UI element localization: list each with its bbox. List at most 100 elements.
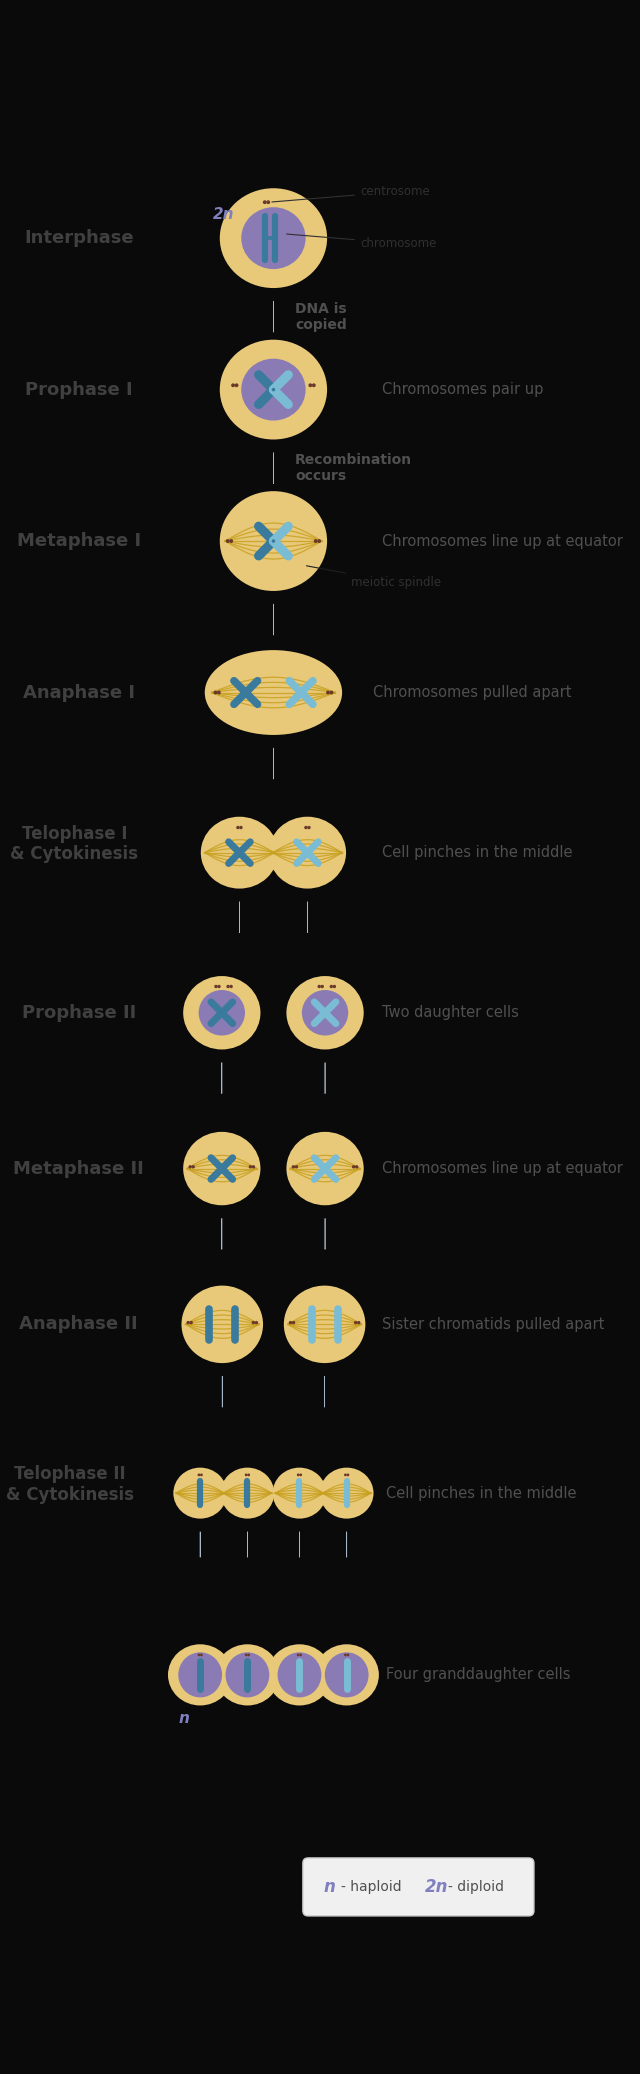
Circle shape [352,1166,355,1168]
Circle shape [344,1653,347,1657]
Ellipse shape [201,817,278,888]
Circle shape [292,1321,295,1325]
Circle shape [252,1166,255,1168]
Circle shape [317,539,321,543]
Circle shape [308,384,312,388]
Text: Chromosomes pulled apart: Chromosomes pulled apart [373,684,572,701]
Text: Cell pinches in the middle: Cell pinches in the middle [381,844,572,861]
Circle shape [252,1321,255,1325]
Text: Chromosomes pair up: Chromosomes pair up [381,382,543,396]
Circle shape [247,1653,250,1657]
Circle shape [198,1473,200,1477]
Ellipse shape [284,1286,365,1363]
Ellipse shape [183,977,260,1049]
Ellipse shape [168,1645,232,1705]
Ellipse shape [198,989,245,1035]
Circle shape [289,1321,292,1325]
Text: 2n: 2n [213,207,234,222]
Text: n: n [324,1877,335,1896]
Circle shape [229,985,233,987]
Circle shape [188,1166,192,1168]
Text: Anaphase I: Anaphase I [22,684,134,701]
Circle shape [186,1321,190,1325]
Ellipse shape [324,1653,369,1697]
Text: Telophase I
& Cytokinesis: Telophase I & Cytokinesis [10,825,138,863]
Circle shape [244,1653,248,1657]
Ellipse shape [268,1645,332,1705]
Circle shape [214,985,218,987]
FancyBboxPatch shape [303,1858,534,1916]
Circle shape [295,1166,298,1168]
Circle shape [271,388,275,392]
Text: Prophase I: Prophase I [25,382,132,398]
Text: Prophase II: Prophase II [22,1004,136,1022]
Circle shape [297,1653,300,1657]
Ellipse shape [302,989,348,1035]
Text: Interphase: Interphase [24,228,134,247]
Circle shape [330,691,333,695]
Ellipse shape [287,977,364,1049]
Circle shape [255,1321,258,1325]
Circle shape [200,1653,203,1657]
Ellipse shape [220,189,327,288]
Ellipse shape [179,1653,222,1697]
Circle shape [304,825,308,830]
Text: - diploid: - diploid [448,1879,504,1894]
Ellipse shape [314,1645,379,1705]
Text: - haploid: - haploid [341,1879,401,1894]
Text: Two daughter cells: Two daughter cells [381,1006,518,1020]
Circle shape [357,1321,360,1325]
Circle shape [355,1166,358,1168]
Circle shape [229,539,233,543]
Circle shape [271,539,275,543]
Ellipse shape [241,207,306,270]
Circle shape [297,1473,300,1477]
Text: Metaphase I: Metaphase I [17,533,141,550]
Circle shape [218,985,221,987]
Circle shape [200,1473,203,1477]
Text: Cell pinches in the middle: Cell pinches in the middle [386,1485,577,1502]
Circle shape [236,825,239,830]
Ellipse shape [220,340,327,440]
Circle shape [321,985,324,987]
Circle shape [326,691,330,695]
Ellipse shape [205,649,342,734]
Circle shape [191,1166,195,1168]
Circle shape [346,1653,349,1657]
Circle shape [227,985,230,987]
Circle shape [235,384,239,388]
Text: Telophase II
& Cytokinesis: Telophase II & Cytokinesis [6,1464,134,1504]
Circle shape [247,1473,250,1477]
Circle shape [307,825,310,830]
Ellipse shape [215,1645,280,1705]
Circle shape [354,1321,357,1325]
Circle shape [333,985,336,987]
Circle shape [263,201,267,203]
Circle shape [300,1653,302,1657]
Ellipse shape [241,359,306,421]
Circle shape [213,691,218,695]
Circle shape [346,1473,349,1477]
Circle shape [330,985,333,987]
Circle shape [189,1321,193,1325]
Text: Metaphase II: Metaphase II [13,1159,144,1178]
Text: 2n: 2n [425,1877,449,1896]
Circle shape [226,539,230,543]
Ellipse shape [173,1468,227,1518]
Circle shape [244,1473,248,1477]
Text: chromosome: chromosome [287,234,436,249]
Ellipse shape [225,1653,269,1697]
Text: n: n [179,1711,189,1726]
Text: Sister chromatids pulled apart: Sister chromatids pulled apart [381,1317,604,1332]
Circle shape [249,1166,252,1168]
Ellipse shape [183,1132,260,1205]
Ellipse shape [269,817,346,888]
Circle shape [314,539,317,543]
Text: Recombination
occurs: Recombination occurs [295,452,412,483]
Ellipse shape [221,1468,274,1518]
Text: Chromosomes line up at equator: Chromosomes line up at equator [381,1161,623,1176]
Ellipse shape [278,1653,321,1697]
Text: centrosome: centrosome [272,185,429,201]
Text: Anaphase II: Anaphase II [19,1315,138,1334]
Text: DNA is
copied: DNA is copied [295,301,347,332]
